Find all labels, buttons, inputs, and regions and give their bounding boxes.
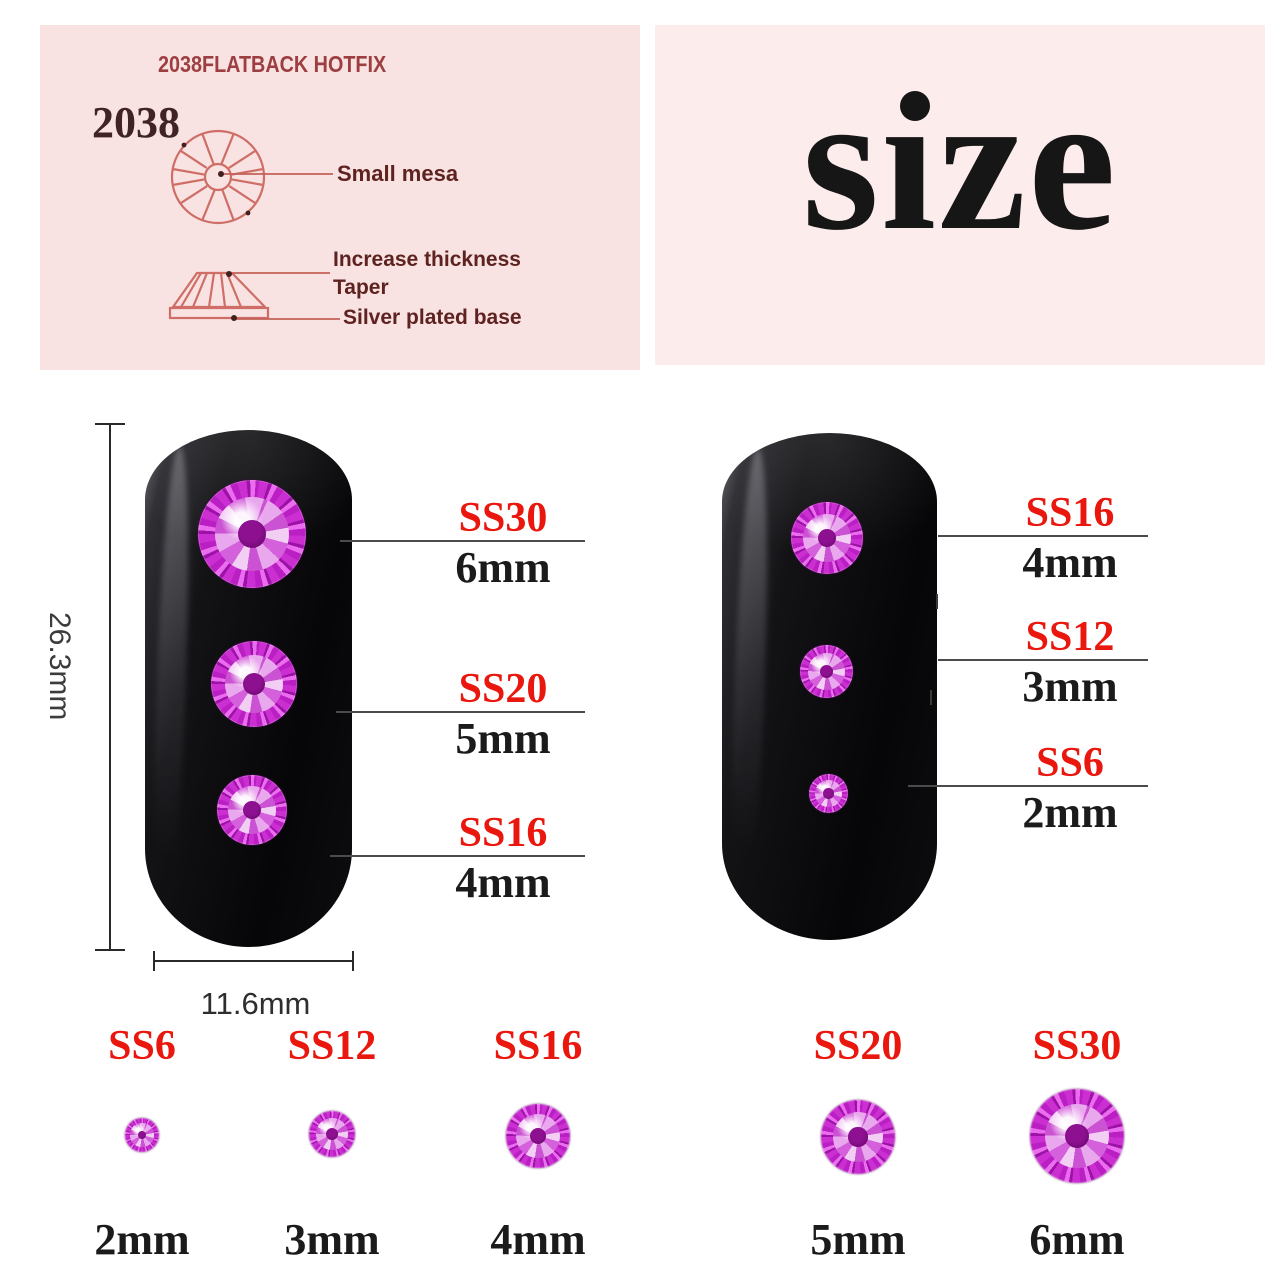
rhinestone-gem-ss20 (211, 641, 297, 727)
rhinestone-gem-ss16 (217, 775, 287, 845)
height-dimension-tick-top (95, 423, 125, 425)
width-dimension-tick-left (153, 951, 155, 971)
leader-line (938, 535, 1148, 537)
callout-silver-plated-base: Silver plated base (343, 306, 522, 329)
size-heading-dot (900, 91, 930, 121)
mm-size-label: 6mm (455, 543, 551, 592)
ss-size-label: SS16 (1025, 490, 1115, 536)
rhinestone-gem-ss20 (821, 1100, 895, 1174)
chart-mm-label: 2mm (94, 1215, 190, 1264)
callout-left-3: SS16 (418, 811, 588, 855)
ss-size-label: SS6 (1036, 740, 1104, 786)
callout-left-2: SS20 (418, 667, 588, 711)
leader-line (330, 855, 585, 857)
callout-small-mesa: Small mesa (337, 161, 459, 186)
ss-size-label: SS30 (458, 495, 548, 541)
rhinestone-spec-diagram (168, 129, 340, 321)
chart-mm-label: 4mm (490, 1215, 586, 1264)
mm-size-label: 5mm (455, 714, 551, 763)
callout-left-1: SS30 (418, 496, 588, 540)
callout-left-1-mm: 6mm (418, 543, 588, 592)
width-dimension-tick-right (352, 951, 354, 971)
height-dimension-line (109, 424, 111, 951)
callout-right-1-mm: 4mm (985, 538, 1155, 587)
chart-ss-label: SS30 (1032, 1023, 1122, 1069)
chart-mm-label: 6mm (1029, 1215, 1125, 1264)
chart-mm-label: 5mm (810, 1215, 906, 1264)
leader-line (340, 540, 585, 542)
nail-edge-tick (936, 594, 938, 609)
chart-ss-label: SS20 (813, 1023, 903, 1069)
ss-size-label: SS20 (458, 666, 548, 712)
nail-edge-tick (930, 690, 932, 705)
width-dimension-line (154, 960, 354, 962)
callout-increase-thickness: Increase thickness (333, 248, 521, 271)
rhinestone-gem-ss12 (309, 1111, 355, 1157)
mm-size-label: 4mm (1022, 538, 1118, 587)
rhinestone-gem-ss6 (125, 1118, 159, 1152)
spec-panel-title: 2038FLATBACK HOTFIX (157, 51, 387, 77)
nail-height-label: 26.3mm (43, 612, 76, 721)
model-number: 2038 (92, 98, 180, 147)
ss-size-label: SS12 (1025, 614, 1115, 660)
callout-right-2: SS12 (985, 615, 1155, 659)
leader-line (908, 785, 1148, 787)
chart-ss-label: SS12 (287, 1023, 377, 1069)
leader-line (336, 711, 585, 713)
callout-right-3: SS6 (985, 741, 1155, 785)
chart-mm-label: 3mm (284, 1215, 380, 1264)
rhinestone-gem-ss12 (800, 645, 853, 698)
height-dimension-tick-bottom (95, 949, 125, 951)
mm-size-label: 3mm (1022, 662, 1118, 711)
mm-size-label: 4mm (455, 858, 551, 907)
chart-ss-label: SS16 (493, 1023, 583, 1069)
chart-ss-label: SS6 (108, 1023, 176, 1069)
size-heading: sıze (802, 52, 1118, 271)
callout-taper: Taper (333, 276, 389, 299)
size-panel: sıze (655, 25, 1265, 365)
leader-line (938, 659, 1148, 661)
callout-right-1: SS16 (985, 491, 1155, 535)
mm-size-label: 2mm (1022, 788, 1118, 837)
ss-size-label: SS16 (458, 810, 548, 856)
callout-right-2-mm: 3mm (985, 662, 1155, 711)
rhinestone-gem-ss6 (809, 774, 848, 813)
rhinestone-gem-ss16 (506, 1104, 570, 1168)
callout-right-3-mm: 2mm (985, 788, 1155, 837)
callout-left-2-mm: 5mm (418, 714, 588, 763)
rhinestone-gem-ss30 (198, 480, 306, 588)
spec-panel: 2038FLATBACK HOTFIX 2038 Small mesa Incr… (40, 25, 640, 370)
rhinestone-gem-ss16 (791, 502, 863, 574)
rhinestone-gem-ss30 (1030, 1089, 1124, 1183)
callout-left-3-mm: 4mm (418, 858, 588, 907)
nail-width-label: 11.6mm (200, 986, 311, 1021)
